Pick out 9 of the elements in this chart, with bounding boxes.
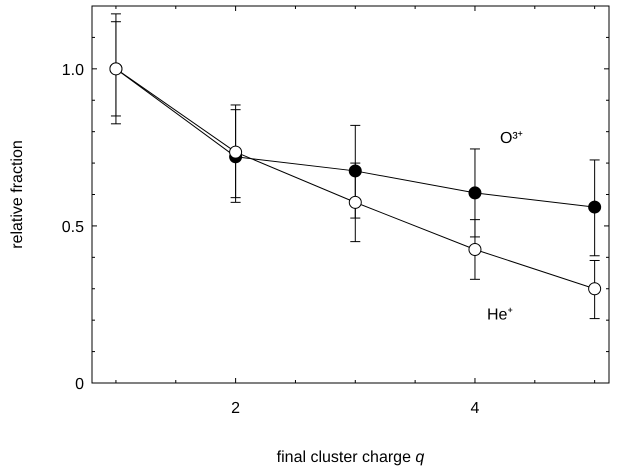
y-tick-label: 0.5: [62, 218, 84, 236]
y-axis-title: relative fraction: [9, 140, 26, 249]
y-tick-label: 0: [75, 376, 84, 393]
x-axis-title: final cluster charge q: [276, 449, 424, 466]
x-tick-label: 4: [470, 400, 480, 417]
x-tick-label: 2: [231, 400, 240, 417]
text: O³⁺: [500, 130, 523, 147]
y-tick-label: 1.0: [62, 62, 84, 79]
text: He⁺: [486, 306, 512, 324]
